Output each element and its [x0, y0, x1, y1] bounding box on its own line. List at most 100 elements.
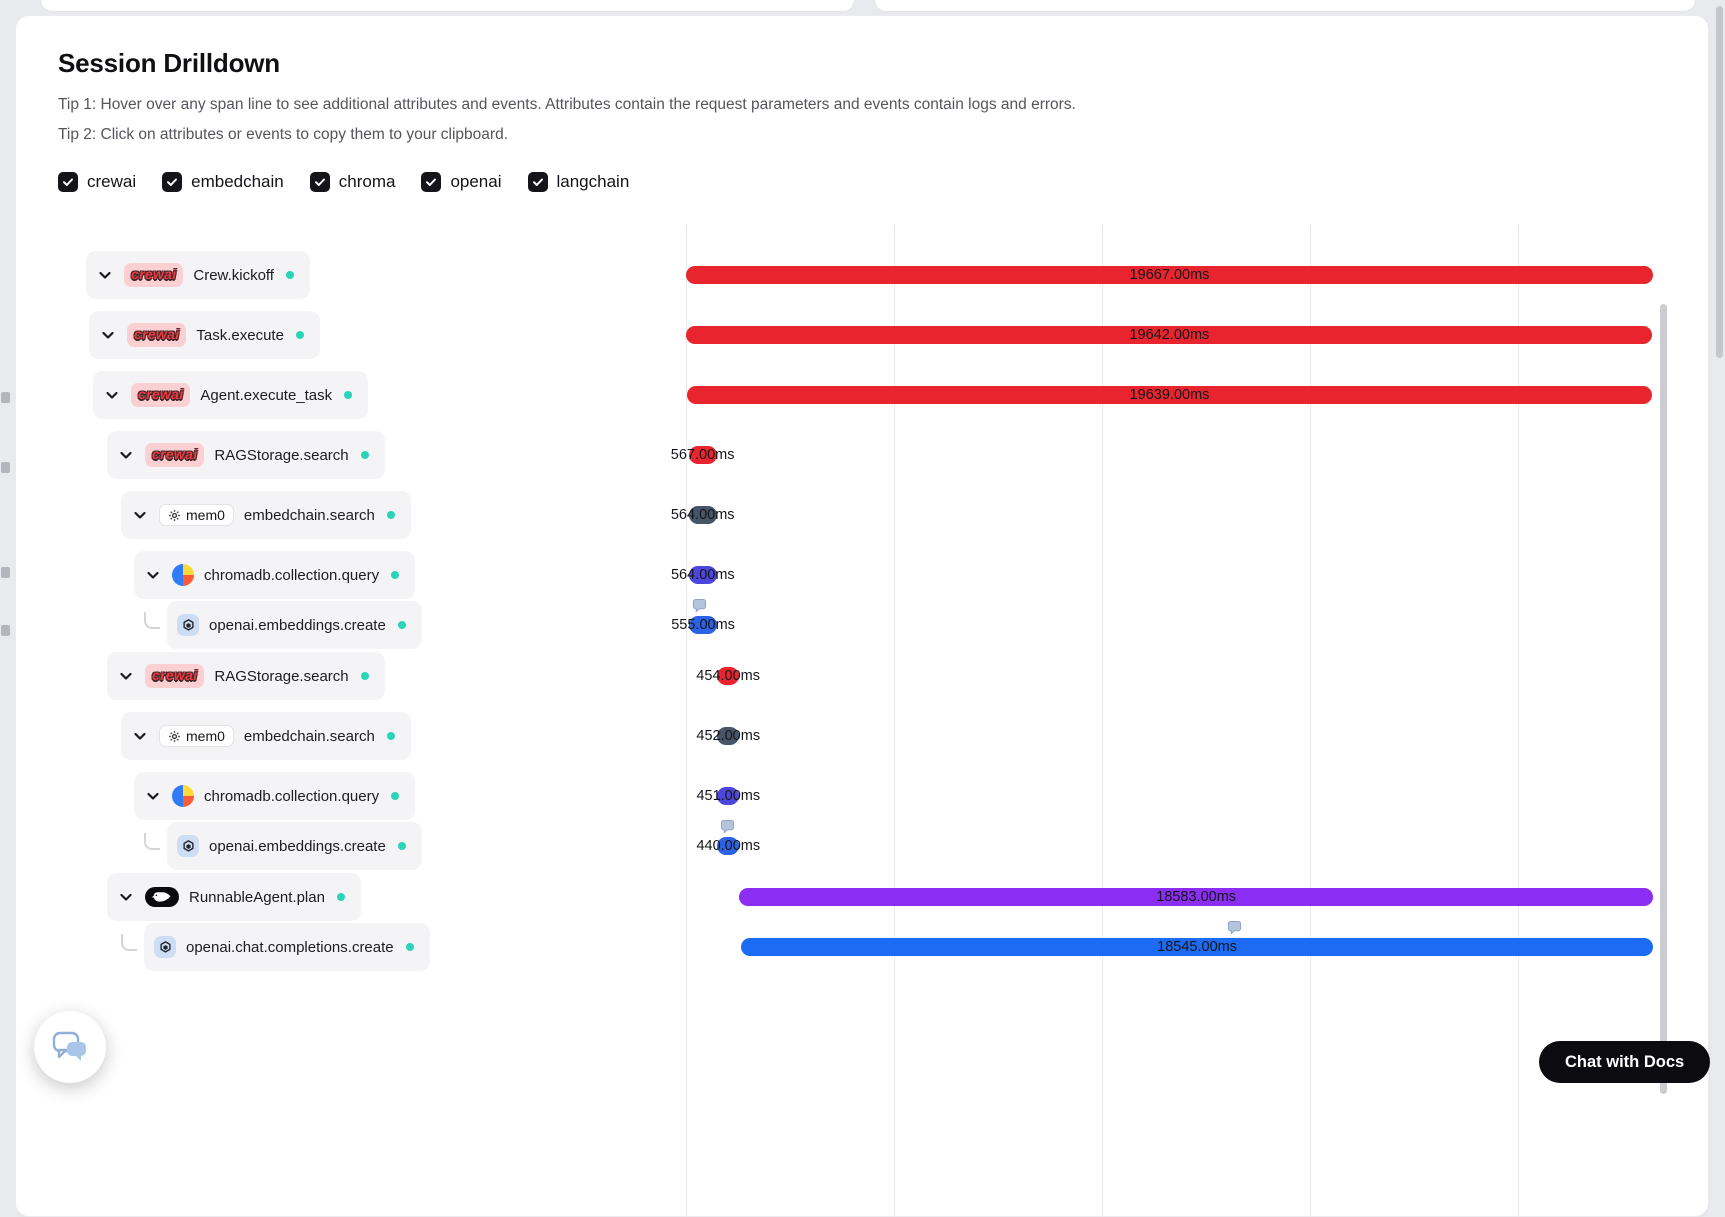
- timeline-gridline: [686, 225, 687, 1216]
- span-row[interactable]: chromadb.collection.query: [134, 551, 416, 599]
- span-status-dot: [285, 271, 294, 279]
- span-status-dot: [295, 331, 304, 339]
- tip-2-text: Tip 2: Click on attributes or events to …: [58, 126, 508, 143]
- filter-checkbox-chroma[interactable]: [309, 172, 330, 192]
- openai-logo-icon: [177, 835, 199, 857]
- span-row[interactable]: chromadb.collection.query: [134, 772, 416, 820]
- filter-item-chroma[interactable]: chroma: [309, 172, 396, 192]
- span-duration-bar[interactable]: [689, 616, 717, 634]
- crewai-logo-badge: crewai: [124, 263, 184, 287]
- span-duration-label: 19639.00ms: [1129, 387, 1210, 403]
- span-row[interactable]: mem0 embedchain.search: [121, 491, 411, 539]
- span-row[interactable]: crewai Task.execute: [89, 311, 320, 359]
- tip-1-text: Tip 1: Hover over any span line to see a…: [58, 96, 1076, 113]
- filter-item-langchain[interactable]: langchain: [527, 172, 630, 192]
- chroma-logo-icon: [172, 564, 194, 586]
- span-row[interactable]: mem0 embedchain.search: [121, 712, 411, 760]
- left-edge-mark: [1, 625, 10, 636]
- crewai-logo-badge: crewai: [145, 664, 205, 688]
- waterfall-scrollbar[interactable]: [1660, 304, 1667, 1094]
- event-bubble-icon[interactable]: [1227, 920, 1242, 935]
- timeline-gridline: [1518, 225, 1519, 1216]
- span-row[interactable]: crewai RAGStorage.search: [107, 431, 385, 479]
- top-card-right: [874, 0, 1696, 12]
- page-scrollbar[interactable]: [1716, 6, 1723, 358]
- filter-item-crewai[interactable]: crewai: [58, 172, 136, 192]
- chevron-down-icon[interactable]: [99, 326, 117, 344]
- filter-label: crewai: [87, 172, 137, 191]
- page-title: Session Drilldown: [58, 48, 280, 78]
- span-status-dot: [344, 391, 353, 399]
- span-duration-bar[interactable]: [717, 787, 740, 805]
- chevron-down-icon[interactable]: [103, 386, 121, 404]
- span-row[interactable]: openai.embeddings.create: [167, 601, 422, 649]
- crewai-logo-badge: crewai: [131, 383, 191, 407]
- chevron-down-icon[interactable]: [144, 787, 162, 805]
- filter-label: embedchain: [191, 172, 284, 191]
- span-status-dot: [386, 732, 395, 740]
- filter-item-embedchain[interactable]: embedchain: [162, 172, 284, 192]
- span-duration-bar[interactable]: [716, 667, 740, 685]
- span-duration-label: 564.00ms: [670, 507, 735, 523]
- span-duration-bar[interactable]: [686, 326, 1653, 344]
- filter-checkbox-openai[interactable]: [421, 172, 442, 192]
- span-status-dot: [391, 571, 400, 579]
- span-duration-bar[interactable]: [686, 266, 1653, 284]
- span-row[interactable]: crewai Crew.kickoff: [86, 251, 310, 299]
- filter-label: chroma: [338, 172, 396, 191]
- span-duration-bar[interactable]: [717, 837, 740, 855]
- timeline-gridline: [1102, 225, 1103, 1216]
- filter-item-openai[interactable]: openai: [421, 172, 502, 192]
- span-row[interactable]: openai.chat.completions.create: [144, 923, 430, 971]
- span-status-dot: [360, 672, 369, 680]
- chevron-down-icon[interactable]: [117, 667, 135, 685]
- span-duration-label: 440.00ms: [696, 838, 761, 854]
- span-status-dot: [405, 943, 414, 951]
- span-duration-bar[interactable]: [688, 566, 717, 584]
- span-duration-label: 564.00ms: [670, 567, 735, 583]
- span-row[interactable]: crewai RAGStorage.search: [107, 652, 385, 700]
- event-bubble-icon[interactable]: [720, 819, 735, 834]
- left-edge-mark: [1, 567, 10, 578]
- filter-label: langchain: [556, 172, 630, 191]
- span-duration-label: 18583.00ms: [1156, 889, 1237, 905]
- mem0-logo-badge: mem0: [159, 725, 234, 747]
- filter-checkbox-embedchain[interactable]: [162, 172, 183, 192]
- span-name: openai.embeddings.create: [209, 616, 386, 634]
- span-duration-label: 555.00ms: [671, 617, 735, 633]
- span-duration-bar[interactable]: [739, 888, 1653, 906]
- span-row[interactable]: RunnableAgent.plan: [107, 873, 361, 921]
- span-duration-label: 18545.00ms: [1157, 939, 1237, 955]
- span-duration-bar[interactable]: [688, 446, 717, 464]
- chevron-down-icon[interactable]: [117, 888, 135, 906]
- span-duration-bar[interactable]: [686, 386, 1653, 404]
- span-name: embedchain.search: [243, 727, 375, 745]
- chat-with-docs-button[interactable]: Chat with Docs: [1539, 1041, 1711, 1083]
- span-row[interactable]: crewai Agent.execute_task: [93, 371, 369, 419]
- span-name: Crew.kickoff: [193, 266, 274, 284]
- filter-checkbox-langchain[interactable]: [527, 172, 548, 192]
- chroma-logo-icon: [172, 785, 194, 807]
- mem0-gear-icon: [168, 730, 181, 743]
- chevron-down-icon[interactable]: [131, 727, 149, 745]
- crewai-logo-badge: crewai: [127, 323, 187, 347]
- span-name: RAGStorage.search: [214, 667, 349, 685]
- chevron-down-icon[interactable]: [144, 566, 162, 584]
- span-name: chromadb.collection.query: [204, 566, 380, 584]
- chevron-down-icon[interactable]: [96, 266, 114, 284]
- span-duration-bar[interactable]: [688, 506, 717, 524]
- chevron-down-icon[interactable]: [131, 506, 149, 524]
- span-name: Agent.execute_task: [200, 386, 333, 404]
- openai-logo-icon: [154, 936, 176, 958]
- span-duration-bar[interactable]: [741, 938, 1653, 956]
- span-row[interactable]: openai.embeddings.create: [167, 822, 422, 870]
- span-name: openai.embeddings.create: [209, 837, 386, 855]
- chat-widget-button[interactable]: [34, 1011, 106, 1083]
- span-status-dot: [391, 792, 400, 800]
- span-duration-label: 567.00ms: [670, 447, 735, 463]
- span-status-dot: [386, 511, 395, 519]
- filter-checkbox-crewai[interactable]: [58, 172, 78, 192]
- chevron-down-icon[interactable]: [117, 446, 135, 464]
- event-bubble-icon[interactable]: [692, 598, 707, 613]
- span-duration-bar[interactable]: [717, 727, 740, 745]
